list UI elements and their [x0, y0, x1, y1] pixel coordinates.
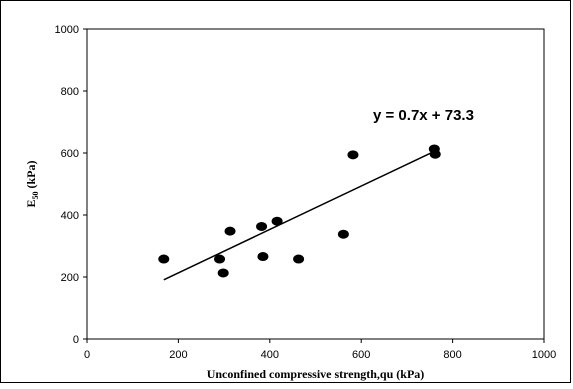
y-tick-label: 800 [61, 86, 79, 98]
data-point [257, 252, 269, 262]
x-tick-label: 200 [169, 349, 187, 361]
data-point [347, 150, 359, 160]
data-point [158, 254, 170, 264]
data-point [224, 226, 236, 236]
data-point [256, 221, 268, 231]
y-axis-label-subscript: 50 [31, 191, 40, 199]
x-tick-label: 800 [443, 349, 461, 361]
y-tick-label: 200 [61, 272, 79, 284]
data-point [429, 149, 441, 159]
y-tick-label: 400 [61, 210, 79, 222]
x-tick-label: 400 [261, 349, 279, 361]
y-axis-label: E50 (kPa) [24, 160, 40, 207]
tick-layer: 0 200 400 600 800 1000 0 200 400 600 800 1000 [55, 24, 557, 361]
plot-area [86, 28, 545, 340]
x-tick-label: 0 [84, 349, 90, 361]
data-point [217, 268, 229, 278]
points-layer [158, 144, 441, 278]
x-axis-label: Unconfined compressive strength,qu (kPa) [207, 367, 425, 381]
y-tick-label: 0 [73, 334, 79, 346]
trendline-equation: y = 0.7x + 73.3 [373, 107, 474, 124]
data-point [337, 229, 349, 239]
x-tick-label: 1000 [532, 349, 556, 361]
y-tick-label: 1000 [55, 24, 79, 36]
data-point [214, 254, 226, 264]
x-tick-label: 600 [352, 349, 370, 361]
trendline [163, 150, 436, 281]
y-axis-label-unit: (kPa) [24, 160, 38, 191]
y-tick-label: 600 [61, 148, 79, 160]
data-point [271, 216, 283, 226]
data-point [293, 254, 305, 264]
y-axis-label-main: E [24, 199, 38, 207]
